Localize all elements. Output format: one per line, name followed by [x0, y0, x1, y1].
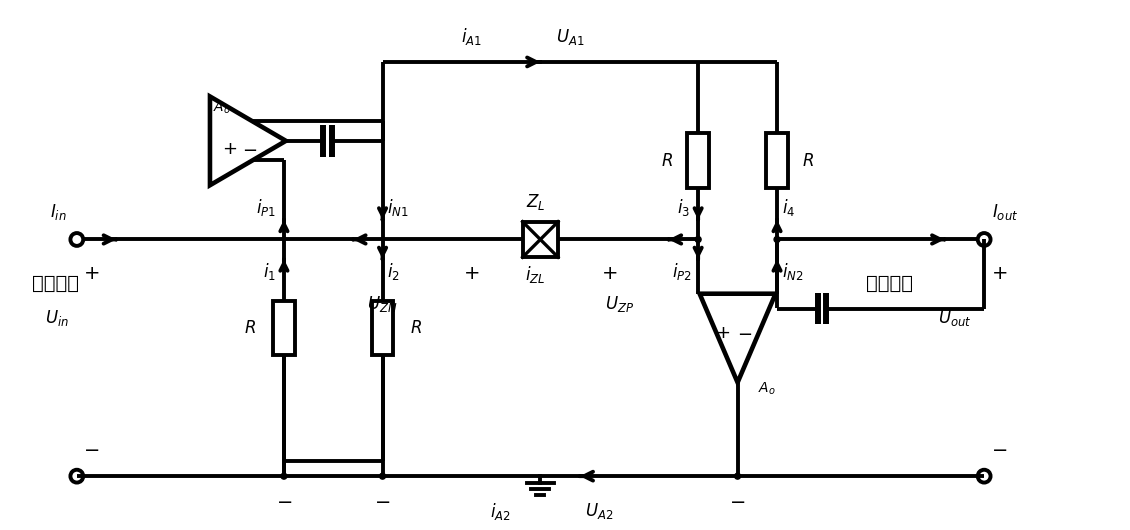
- Text: $R$: $R$: [244, 319, 257, 337]
- Text: $I_{out}$: $I_{out}$: [992, 202, 1018, 222]
- Text: $i_2$: $i_2$: [388, 261, 400, 281]
- Text: $i_1$: $i_1$: [263, 261, 276, 281]
- Text: $i_{N1}$: $i_{N1}$: [388, 197, 409, 218]
- Text: $R$: $R$: [410, 319, 423, 337]
- Text: $+$: $+$: [991, 264, 1007, 283]
- Polygon shape: [699, 294, 775, 383]
- Text: $U_{out}$: $U_{out}$: [938, 308, 972, 329]
- Text: $U_{ZN}$: $U_{ZN}$: [367, 294, 398, 314]
- Bar: [687, 134, 709, 188]
- Text: $i_{P2}$: $i_{P2}$: [672, 261, 693, 281]
- Bar: [273, 301, 295, 355]
- Text: $R$: $R$: [661, 152, 673, 170]
- Text: $-$: $-$: [84, 439, 99, 458]
- Polygon shape: [210, 96, 286, 185]
- Circle shape: [734, 473, 740, 479]
- Text: $Z_L$: $Z_L$: [525, 192, 545, 212]
- Text: $U_{A2}$: $U_{A2}$: [585, 501, 614, 521]
- Text: $+$: $+$: [223, 140, 237, 158]
- Bar: [522, 222, 558, 257]
- Circle shape: [281, 473, 287, 479]
- Text: $A_o$: $A_o$: [758, 381, 776, 397]
- Text: $i_3$: $i_3$: [677, 197, 690, 218]
- Text: $i_{A2}$: $i_{A2}$: [490, 501, 511, 522]
- Text: $I_{in}$: $I_{in}$: [50, 202, 67, 222]
- Text: $+$: $+$: [84, 264, 99, 283]
- Circle shape: [695, 236, 701, 242]
- Text: $-$: $-$: [991, 439, 1007, 458]
- Text: $i_{ZL}$: $i_{ZL}$: [525, 264, 546, 285]
- Text: 输出端口: 输出端口: [866, 274, 913, 293]
- Text: $U_{in}$: $U_{in}$: [45, 308, 69, 329]
- Text: $i_{P1}$: $i_{P1}$: [257, 197, 276, 218]
- Bar: [766, 134, 788, 188]
- Text: $-$: $-$: [242, 140, 257, 158]
- Circle shape: [380, 473, 385, 479]
- Text: $+$: $+$: [715, 324, 730, 342]
- Circle shape: [774, 236, 780, 242]
- Text: $-$: $-$: [730, 491, 746, 510]
- Text: $-$: $-$: [737, 324, 753, 342]
- Text: $U_{A1}$: $U_{A1}$: [556, 27, 584, 47]
- Bar: [372, 301, 393, 355]
- Text: $R$: $R$: [801, 152, 814, 170]
- Text: $i_{A1}$: $i_{A1}$: [461, 26, 481, 47]
- Text: $+$: $+$: [463, 264, 479, 283]
- Text: $U_{ZP}$: $U_{ZP}$: [605, 294, 634, 314]
- Text: $-$: $-$: [276, 491, 292, 510]
- Text: $+$: $+$: [601, 264, 618, 283]
- Text: 输入端口: 输入端口: [33, 274, 79, 293]
- Text: $i_{N2}$: $i_{N2}$: [782, 261, 803, 281]
- Text: $i_4$: $i_4$: [782, 197, 796, 218]
- Text: $A_o$: $A_o$: [212, 100, 231, 116]
- Text: $-$: $-$: [374, 491, 391, 510]
